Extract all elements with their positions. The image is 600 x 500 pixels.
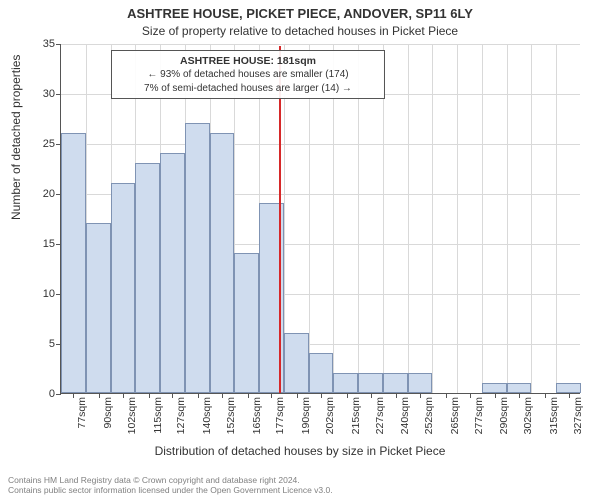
histogram-bar <box>333 373 358 393</box>
y-tick-label: 5 <box>49 338 55 350</box>
x-tick-label: 315sqm <box>548 397 560 434</box>
x-tick-mark <box>149 393 150 398</box>
histogram-bar <box>185 123 210 393</box>
x-tick-mark <box>271 393 272 398</box>
histogram-bar <box>135 163 160 393</box>
x-tick-mark <box>396 393 397 398</box>
grid-h <box>61 44 580 45</box>
histogram-bar <box>111 183 136 393</box>
annotation-box: ASHTREE HOUSE: 181sqm← 93% of detached h… <box>111 50 385 99</box>
histogram-bar <box>61 133 86 393</box>
x-tick-mark <box>446 393 447 398</box>
x-tick-mark <box>73 393 74 398</box>
x-tick-mark <box>545 393 546 398</box>
annotation-title: ASHTREE HOUSE: 181sqm <box>118 54 378 68</box>
y-tick-label: 20 <box>43 188 55 200</box>
grid-v <box>457 44 458 393</box>
histogram-bar <box>507 383 532 393</box>
grid-v <box>432 44 433 393</box>
x-tick-label: 227sqm <box>374 397 386 434</box>
histogram-bar <box>86 223 111 393</box>
y-tick-mark <box>56 44 61 45</box>
x-tick-mark <box>371 393 372 398</box>
x-tick-mark <box>99 393 100 398</box>
x-tick-label: 240sqm <box>399 397 411 434</box>
histogram-bar <box>210 133 235 393</box>
y-tick-label: 15 <box>43 238 55 250</box>
x-tick-label: 302sqm <box>522 397 534 434</box>
histogram-bar <box>358 373 383 393</box>
histogram-bar <box>284 333 309 393</box>
x-tick-mark <box>172 393 173 398</box>
x-tick-mark <box>321 393 322 398</box>
x-tick-mark <box>519 393 520 398</box>
footer-line-1: Contains HM Land Registry data © Crown c… <box>8 475 333 486</box>
chart-title: ASHTREE HOUSE, PICKET PIECE, ANDOVER, SP… <box>0 6 600 21</box>
x-tick-label: 77sqm <box>76 397 88 429</box>
annotation-line-2: ← 93% of detached houses are smaller (17… <box>118 68 378 82</box>
x-tick-label: 90sqm <box>102 397 114 429</box>
x-tick-mark <box>347 393 348 398</box>
grid-v <box>507 44 508 393</box>
grid-v <box>408 44 409 393</box>
y-tick-label: 35 <box>43 38 55 50</box>
y-tick-label: 10 <box>43 288 55 300</box>
histogram-bar <box>309 353 334 393</box>
x-tick-label: 277sqm <box>473 397 485 434</box>
x-tick-mark <box>248 393 249 398</box>
histogram-bar <box>383 373 408 393</box>
y-tick-label: 25 <box>43 138 55 150</box>
y-tick-label: 30 <box>43 88 55 100</box>
grid-v <box>531 44 532 393</box>
histogram-bar <box>408 373 433 393</box>
histogram-bar <box>234 253 259 393</box>
y-tick-label: 0 <box>49 388 55 400</box>
x-tick-label: 190sqm <box>300 397 312 434</box>
x-axis-label: Distribution of detached houses by size … <box>0 444 600 458</box>
x-tick-mark <box>569 393 570 398</box>
histogram-bar <box>160 153 185 393</box>
x-tick-label: 127sqm <box>175 397 187 434</box>
x-tick-label: 290sqm <box>498 397 510 434</box>
y-tick-mark <box>56 94 61 95</box>
x-tick-label: 252sqm <box>423 397 435 434</box>
y-tick-mark <box>56 394 61 395</box>
x-tick-label: 165sqm <box>251 397 263 434</box>
x-tick-label: 215sqm <box>350 397 362 434</box>
x-tick-mark <box>222 393 223 398</box>
x-tick-mark <box>495 393 496 398</box>
y-axis-label: Number of detached properties <box>9 55 23 220</box>
x-tick-label: 202sqm <box>324 397 336 434</box>
x-tick-label: 152sqm <box>225 397 237 434</box>
x-tick-mark <box>297 393 298 398</box>
x-tick-label: 115sqm <box>152 397 164 434</box>
x-tick-label: 140sqm <box>201 397 213 434</box>
x-tick-mark <box>420 393 421 398</box>
grid-v <box>556 44 557 393</box>
x-tick-mark <box>198 393 199 398</box>
chart-subtitle: Size of property relative to detached ho… <box>0 24 600 38</box>
grid-h <box>61 144 580 145</box>
footer-line-2: Contains public sector information licen… <box>8 485 333 496</box>
annotation-line-3: 7% of semi-detached houses are larger (1… <box>118 82 378 96</box>
footer-text: Contains HM Land Registry data © Crown c… <box>8 475 333 496</box>
histogram-bar <box>482 383 507 393</box>
x-tick-mark <box>470 393 471 398</box>
grid-v <box>482 44 483 393</box>
x-tick-mark <box>123 393 124 398</box>
plot-area: 0510152025303577sqm90sqm102sqm115sqm127s… <box>60 44 580 394</box>
histogram-bar <box>556 383 581 393</box>
chart-container: ASHTREE HOUSE, PICKET PIECE, ANDOVER, SP… <box>0 0 600 500</box>
x-tick-label: 102sqm <box>126 397 138 434</box>
x-tick-label: 327sqm <box>572 397 584 434</box>
x-tick-label: 177sqm <box>274 397 286 434</box>
x-tick-label: 265sqm <box>449 397 461 434</box>
